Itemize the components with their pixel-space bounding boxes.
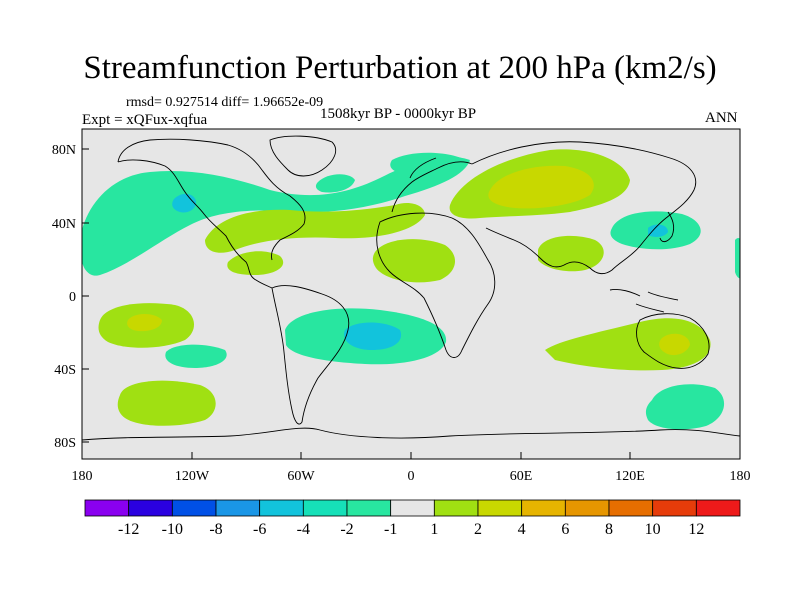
contour-eurasia-core (488, 165, 594, 209)
x-tick-label-0: 0 (408, 469, 415, 484)
colorbar-swatch (128, 499, 173, 517)
contour-west-pacific-neg (95, 243, 119, 271)
contour-tropical-atlantic-pos (372, 239, 456, 283)
colorbar-label: -6 (253, 521, 266, 538)
contour-japan-core (648, 224, 668, 237)
contour-australia-pos (545, 318, 711, 371)
colorbar-swatch (84, 499, 130, 517)
colorbar-swatch (608, 499, 654, 517)
map-title: Streamfunction Perturbation at 200 hPa (… (83, 50, 717, 86)
contour-europe-neg (390, 152, 470, 175)
colorbar-swatch (564, 499, 610, 517)
period-label: 1508kyr BP - 0000kyr BP (320, 106, 477, 122)
colorbar-swatch (652, 499, 697, 517)
contour-atlantic-band (205, 203, 425, 253)
colorbar-label: 10 (645, 521, 661, 538)
colorbar-label: 8 (605, 521, 613, 538)
coast-australia (636, 313, 710, 369)
season-label: ANN (705, 110, 738, 126)
colorbar-swatch (171, 499, 217, 517)
x-axis-labels: 180 120W 60W 0 60E 120E 180 (72, 469, 751, 484)
axis-ticks (81, 148, 741, 459)
colorbar: -12 -10 -8 -6 -4 -2 -1 1 2 4 6 8 10 12 (84, 499, 741, 538)
contour-south-pacific-core (127, 314, 162, 332)
y-tick-label-80s: 80S (54, 436, 76, 451)
contour-south-atlantic-core (344, 322, 402, 350)
colorbar-swatch (695, 499, 741, 517)
colorbar-swatch (215, 499, 261, 517)
contour-midatlantic-neg (315, 174, 355, 193)
colorbar-swatch (477, 499, 523, 517)
colorbar-swatch (259, 499, 304, 517)
colorbar-label: -1 (384, 521, 397, 538)
coastlines (82, 135, 740, 441)
colorbar-label: 2 (474, 521, 482, 538)
y-axis-labels: 80N 40N 0 40S 80S (52, 143, 76, 451)
coast-south-america (271, 285, 350, 425)
colorbar-label: 1 (430, 521, 438, 538)
rmsd-diff-text: rmsd= 0.927514 diff= 1.96652e-09 (126, 95, 324, 110)
contour-north-pacific-band (82, 156, 470, 276)
experiment-label: Expt = xQFux-xqfua (82, 112, 208, 128)
contour-india-pos (538, 235, 604, 272)
contour-southern-indian-neg (645, 384, 725, 430)
coast-japan (659, 211, 675, 243)
y-tick-label-0: 0 (69, 290, 76, 305)
coast-antarctica (82, 427, 740, 441)
x-tick-label-60w: 60W (287, 469, 315, 484)
colorbar-label: -12 (118, 521, 139, 538)
coast-europe (391, 157, 473, 213)
contour-caribbean-pos (227, 251, 284, 275)
coast-greenland (269, 135, 336, 177)
colorbar-label: -10 (162, 521, 183, 538)
coast-africa (376, 212, 496, 358)
contour-south-pacific-neg (165, 344, 227, 368)
colorbar-label: -4 (297, 521, 310, 538)
x-tick-label-120w: 120W (175, 469, 210, 484)
x-tick-label-120e: 120E (615, 469, 645, 484)
colorbar-label: 6 (561, 521, 569, 538)
colorbar-swatch (346, 499, 392, 517)
contour-southern-ocean-pos (117, 380, 216, 426)
contour-australia-core (659, 333, 690, 356)
y-tick-label-80n: 80N (52, 143, 76, 158)
colorbar-swatch (390, 499, 435, 517)
colorbar-swatch (302, 499, 348, 517)
colorbar-swatch (433, 499, 479, 517)
contour-fills (82, 149, 740, 430)
coast-eurasia (471, 141, 697, 275)
contour-east-edge-neg (735, 238, 740, 279)
colorbar-label: 4 (518, 521, 526, 538)
x-tick-label-180w: 180 (72, 469, 93, 484)
x-tick-label-180e: 180 (730, 469, 751, 484)
coast-north-america (117, 138, 306, 289)
colorbar-swatch (521, 499, 566, 517)
coast-indonesia (609, 289, 679, 313)
x-tick-label-60e: 60E (510, 469, 533, 484)
y-tick-label-40s: 40S (54, 363, 76, 378)
colorbar-label: 12 (688, 521, 704, 538)
y-tick-label-40n: 40N (52, 217, 76, 232)
colorbar-label: -2 (340, 521, 353, 538)
colorbar-label: -8 (209, 521, 222, 538)
